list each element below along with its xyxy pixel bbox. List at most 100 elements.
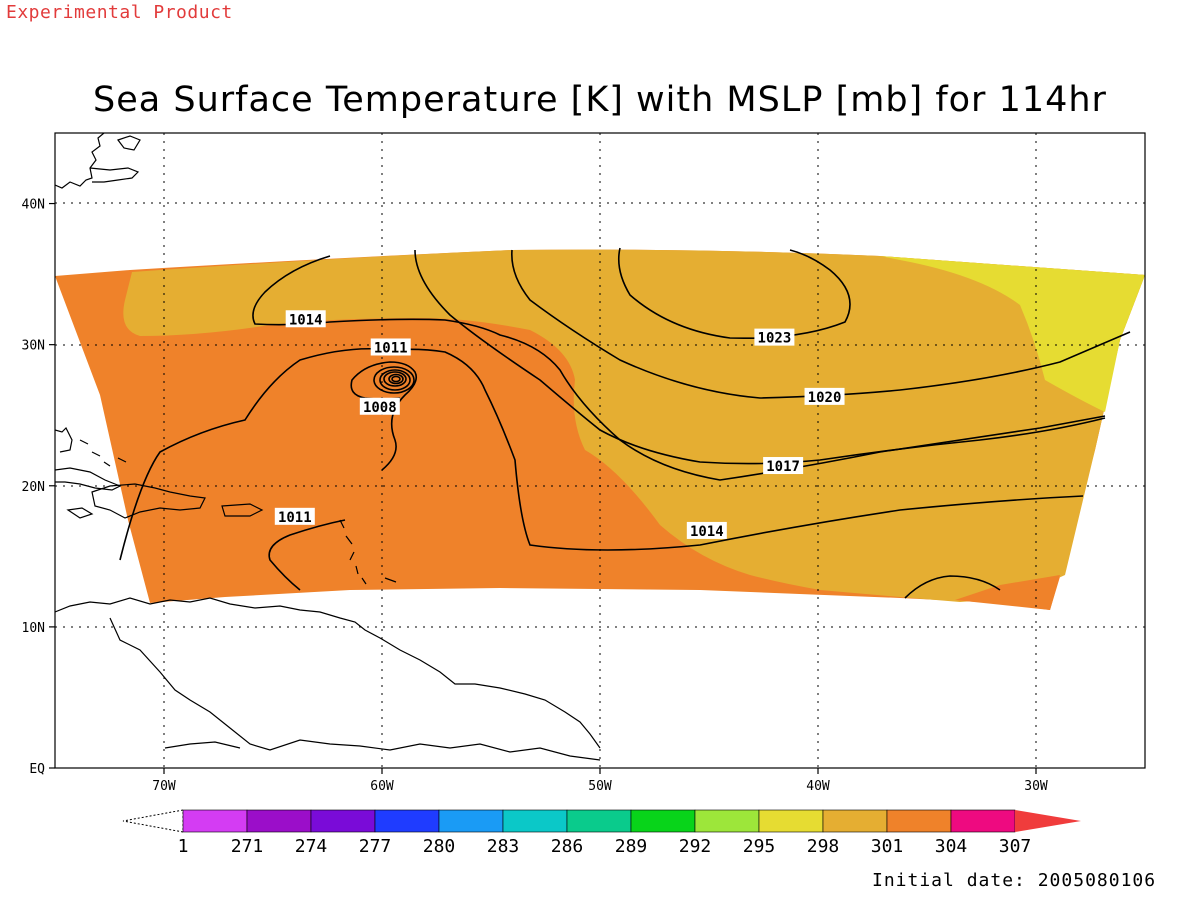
isobar-label-text: 1014: [690, 524, 724, 540]
colorbar-label: 286: [551, 836, 584, 857]
mslp-contours: [119, 247, 1131, 599]
river-orinoco: [164, 741, 241, 749]
bahamas-islands: [79, 439, 127, 467]
isobar-label-bg: [285, 310, 326, 328]
north-america-coast: [55, 133, 105, 189]
colorbar-label: 277: [359, 836, 392, 857]
colorbar-label: 283: [487, 836, 520, 857]
sst-304-patch: [955, 575, 1060, 610]
isobar-1008: [350, 361, 418, 471]
colorbar-swatch: [822, 809, 888, 833]
isobar-labels: 1014 1011 1008 1011 1023 1020 1017 1014: [274, 310, 845, 540]
colorbar-label: 271: [231, 836, 264, 857]
lat-lon-grid: [55, 133, 1145, 768]
colorbar-label: 1: [178, 836, 189, 857]
colorbar-label: 292: [679, 836, 712, 857]
florida-coast: [55, 426, 73, 453]
experimental-product-label: Experimental Product: [6, 2, 233, 23]
lat-tick-label: 40N: [22, 198, 45, 213]
colorbar-label: 304: [935, 836, 968, 857]
low-center-ring-1: [373, 366, 415, 394]
isobar-label-bg: [804, 387, 845, 405]
low-center-ring-3: [383, 371, 407, 387]
colorbar-label: 289: [615, 836, 648, 857]
isobar-label-text: 1008: [363, 400, 397, 416]
low-center-ring-5: [391, 375, 401, 383]
colorbar-label: 298: [807, 836, 840, 857]
isobar-label-text: 1017: [766, 459, 800, 475]
nova-scotia-coast: [89, 167, 140, 183]
isobar-label-text: 1011: [374, 340, 408, 356]
colorbar-swatch: [886, 809, 952, 833]
jamaica-coast: [66, 507, 94, 519]
isobar-label-bg: [754, 328, 795, 346]
isobar-1011-south: [268, 519, 346, 591]
isobar-1011-north: [119, 347, 1084, 561]
colorbar-swatch: [310, 809, 376, 833]
isobar-label-text: 1014: [289, 312, 323, 328]
lat-tick-label: EQ: [29, 762, 45, 777]
isobar-label-bg: [359, 397, 400, 415]
colorbar-swatch: [758, 809, 824, 833]
isobar-1020: [511, 249, 1131, 399]
isobar-label-text: 1011: [278, 510, 312, 526]
isobar-label: 1011: [370, 338, 411, 356]
sst-301-region: [123, 249, 1145, 602]
lesser-antilles: [339, 519, 397, 585]
isobar-label-bg: [370, 338, 411, 356]
lon-tick-label: 70W: [152, 779, 176, 794]
sst-colorbar: 1 271 274 277 280 283 286 289 292 295 298 301 304 307: [122, 809, 1081, 857]
isobar-label-text: 1020: [808, 390, 842, 406]
colorbar-right-arrow: [1015, 810, 1081, 832]
latitude-axis: 40N 30N 20N 10N EQ: [22, 198, 55, 777]
isobar-1014-west: [252, 255, 1106, 481]
colorbar-left-arrow: [122, 809, 184, 833]
isobar-1014-east: [904, 575, 1001, 599]
plot-title: Sea Surface Temperature [K] with MSLP [m…: [93, 80, 1107, 120]
isobar-label: 1011: [274, 507, 315, 526]
lon-tick-label: 40W: [806, 779, 830, 794]
colorbar-swatch: [438, 809, 504, 833]
isobar-label: 1014: [285, 310, 326, 328]
isobar-label-bg: [686, 521, 727, 539]
colorbar-swatch: [502, 809, 568, 833]
isobar-label: 1017: [763, 457, 804, 475]
colorbar-label: 280: [423, 836, 456, 857]
low-center-ring-4: [388, 373, 404, 385]
lat-tick-label: 10N: [22, 621, 45, 636]
colorbar-swatch: [694, 809, 760, 833]
lon-tick-label: 50W: [588, 779, 612, 794]
lat-tick-label: 20N: [22, 480, 45, 495]
cuba-coast: [55, 467, 122, 491]
isobar-label: 1014: [686, 521, 727, 540]
isobar-label-bg: [763, 457, 804, 475]
newfoundland-coast: [117, 135, 141, 151]
colorbar-label: 307: [999, 836, 1032, 857]
isobar-label: 1020: [804, 387, 845, 406]
low-center-ring-2: [379, 369, 411, 391]
south-america-interior: [109, 617, 601, 761]
colorbar-swatch: [182, 809, 248, 833]
isobar-label-text: 1023: [758, 331, 792, 347]
longitude-axis: 70W 60W 50W 40W 30W: [152, 768, 1048, 794]
isobar-label: 1023: [754, 328, 795, 347]
coastlines: [55, 133, 601, 761]
lon-tick-label: 30W: [1024, 779, 1048, 794]
isobar-label-bg: [274, 507, 315, 525]
colorbar-label: 301: [871, 836, 904, 857]
colorbar-swatch: [630, 809, 696, 833]
lat-tick-label: 30N: [22, 339, 45, 354]
hispaniola-coast: [91, 483, 206, 519]
colorbar-swatch: [950, 809, 1016, 833]
puerto-rico-coast: [221, 503, 264, 517]
sst-298-region: [880, 256, 1145, 412]
isobar-1017: [414, 249, 1106, 465]
lon-tick-label: 60W: [370, 779, 394, 794]
colorbar-label: 274: [295, 836, 328, 857]
colorbar-label: 295: [743, 836, 776, 857]
initial-date-label: Initial date: 2005080106: [872, 870, 1157, 891]
colorbar-swatch: [374, 809, 440, 833]
isobar-label: 1008: [359, 397, 400, 416]
